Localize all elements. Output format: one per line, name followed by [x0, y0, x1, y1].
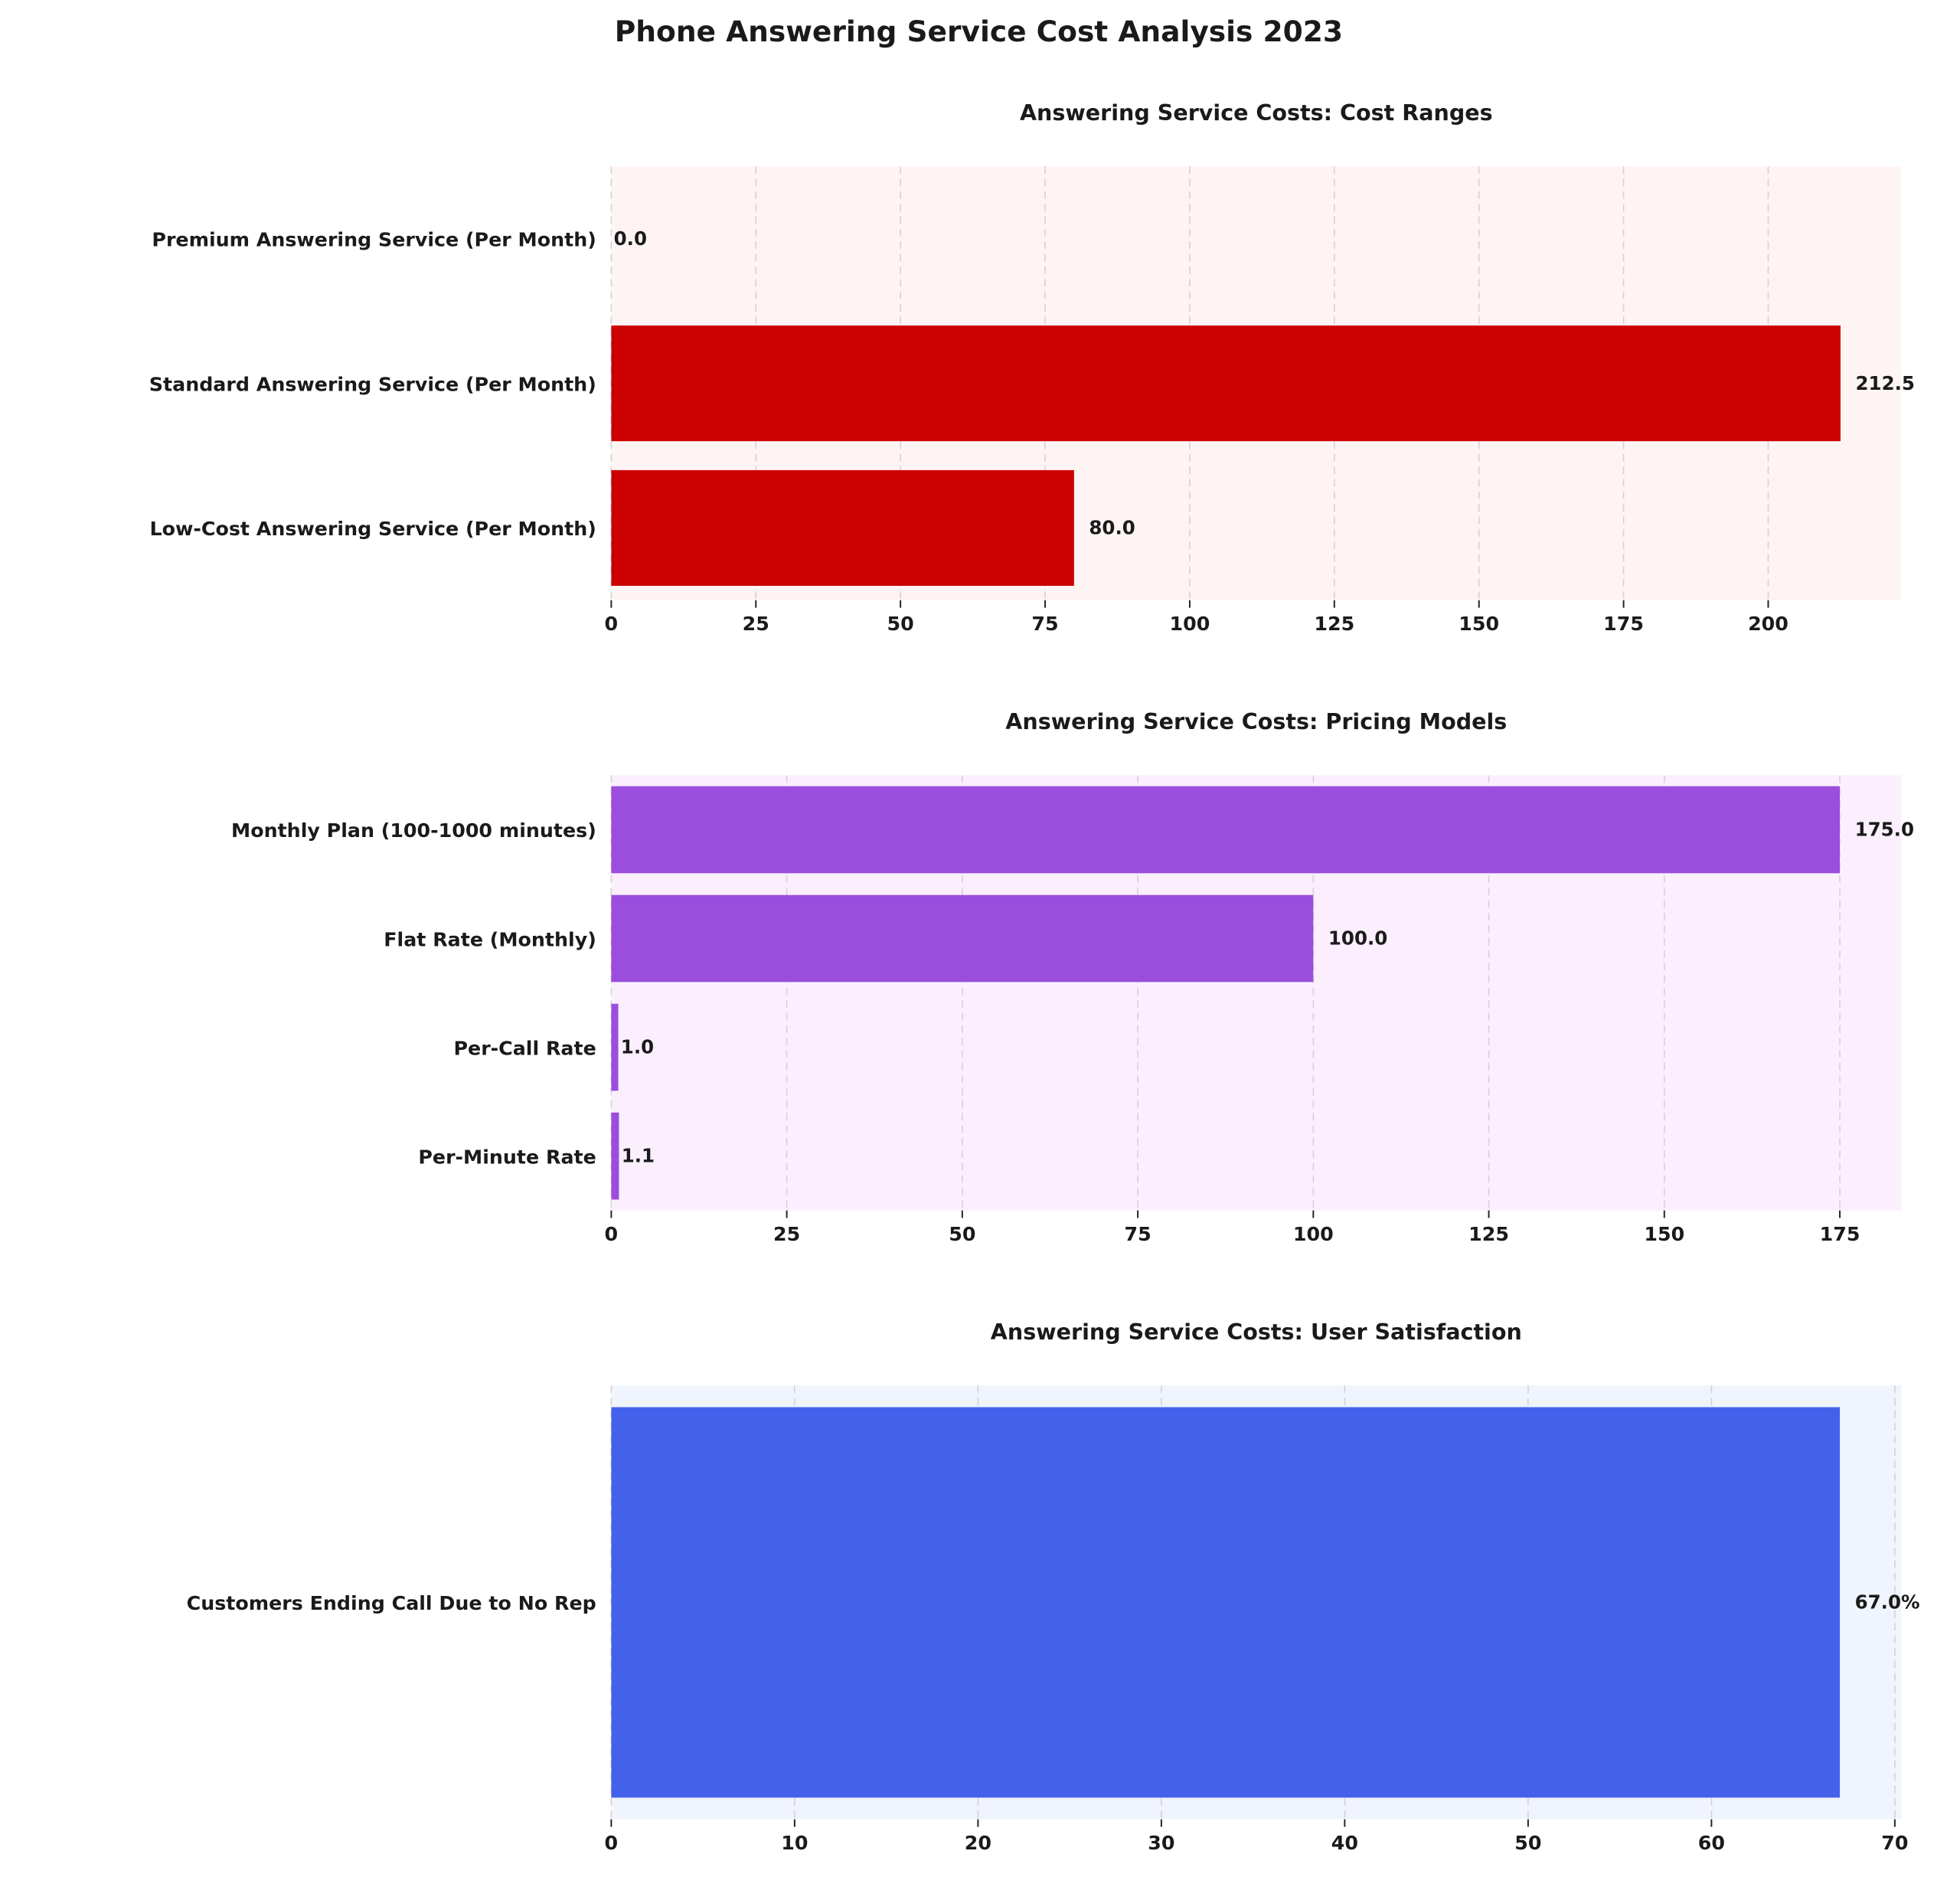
- x-tick-label: 150: [1459, 613, 1499, 635]
- x-tick-label: 25: [773, 1223, 800, 1245]
- x-tick-label: 10: [781, 1832, 808, 1854]
- x-tick-label: 70: [1881, 1832, 1908, 1854]
- x-tick-label: 175: [1603, 613, 1644, 635]
- x-tick-label: 125: [1468, 1223, 1509, 1245]
- category-label: Per-Call Rate: [454, 1037, 596, 1059]
- value-label: 0.0: [614, 227, 647, 250]
- bar: [611, 1407, 1841, 1798]
- x-tick-label: 50: [949, 1223, 975, 1245]
- category-label: Customers Ending Call Due to No Rep: [187, 1592, 596, 1614]
- x-tick-label: 20: [965, 1832, 991, 1854]
- x-tick-label: 40: [1331, 1832, 1358, 1854]
- bar: [611, 469, 1074, 586]
- chart-panel-2: Answering Service Costs: Pricing Models 0…: [231, 708, 1914, 1245]
- x-tick-label: 25: [743, 613, 769, 635]
- bar: [611, 1003, 619, 1091]
- x-tick-label: 30: [1148, 1832, 1174, 1854]
- x-tick-label: 50: [1514, 1832, 1541, 1854]
- category-label: Monthly Plan (100-1000 minutes): [231, 819, 596, 842]
- value-label: 67.0%: [1855, 1591, 1920, 1614]
- chart-panel-3: Answering Service Costs: User Satisfacti…: [187, 1319, 1920, 1854]
- category-label: Per-Minute Rate: [418, 1146, 596, 1168]
- category-label: Premium Answering Service (Per Month): [152, 229, 596, 251]
- x-tick-label: 150: [1644, 1223, 1684, 1245]
- bar: [611, 1112, 619, 1200]
- chart-title: Answering Service Costs: User Satisfacti…: [991, 1319, 1522, 1345]
- chart-title: Answering Service Costs: Cost Ranges: [1020, 100, 1493, 126]
- value-label: 1.0: [621, 1036, 654, 1058]
- figure-title: Phone Answering Service Cost Analysis 20…: [615, 15, 1343, 48]
- x-tick-label: 0: [605, 1223, 619, 1245]
- value-label: 80.0: [1089, 517, 1135, 539]
- x-tick-label: 75: [1031, 613, 1058, 635]
- x-tick-label: 100: [1293, 1223, 1334, 1245]
- value-label: 175.0: [1855, 819, 1914, 841]
- category-label: Flat Rate (Monthly): [384, 928, 596, 950]
- x-tick-label: 200: [1748, 613, 1788, 635]
- value-label: 100.0: [1328, 927, 1387, 950]
- x-tick-label: 50: [887, 613, 914, 635]
- x-tick-label: 0: [605, 613, 619, 635]
- chart-panel-1: Answering Service Costs: Cost Ranges 0 25 5…: [149, 100, 1915, 635]
- x-tick-label: 100: [1170, 613, 1210, 635]
- bar: [611, 786, 1841, 874]
- chart-title: Answering Service Costs: Pricing Models: [1005, 708, 1507, 734]
- value-label: 1.1: [622, 1145, 655, 1167]
- value-label: 212.5: [1856, 372, 1915, 394]
- x-tick-label: 175: [1820, 1223, 1860, 1245]
- bar: [611, 325, 1841, 442]
- category-label: Low-Cost Answering Service (Per Month): [150, 518, 596, 540]
- x-tick-label: 0: [605, 1832, 619, 1854]
- x-tick-label: 125: [1314, 613, 1354, 635]
- bar: [611, 894, 1314, 983]
- x-tick-label: 60: [1698, 1832, 1725, 1854]
- category-label: Standard Answering Service (Per Month): [149, 373, 596, 395]
- x-tick-label: 75: [1124, 1223, 1151, 1245]
